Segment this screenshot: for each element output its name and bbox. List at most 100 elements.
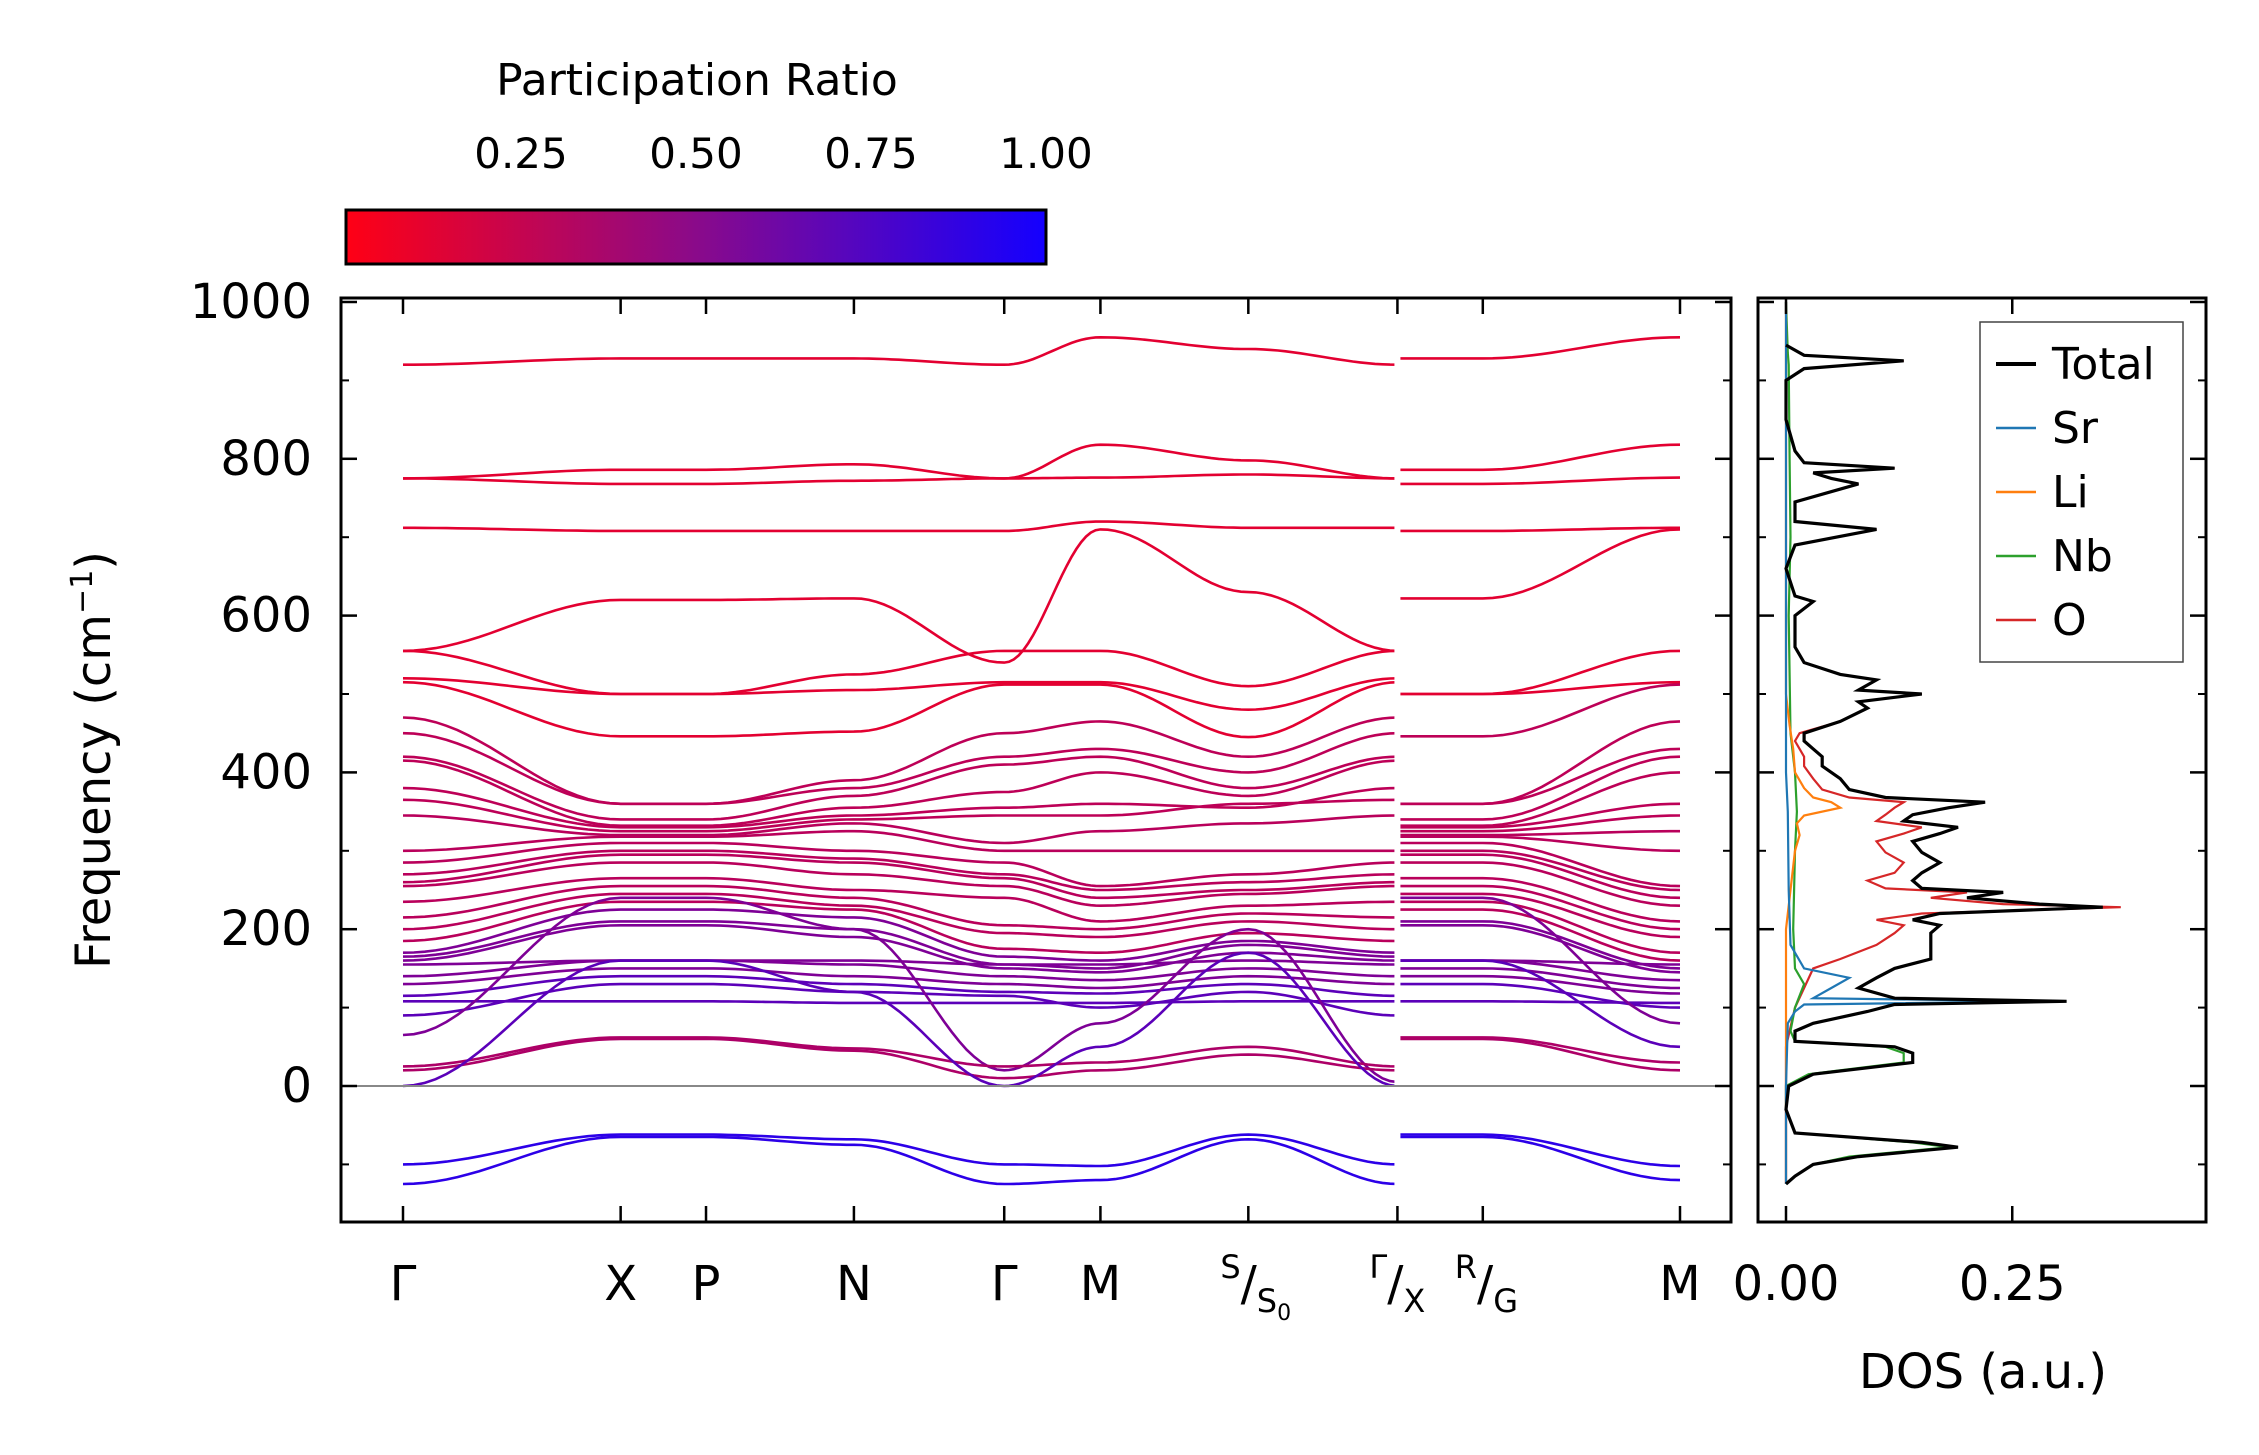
band-line-s1-25 <box>402 920 1398 970</box>
band-line-s2-14 <box>1397 829 1680 837</box>
x-tick-label-bottom: G <box>1493 1282 1518 1320</box>
band-line-s2-22 <box>1397 892 1681 939</box>
band-line-s2-10 <box>1397 755 1681 821</box>
x-tick-label-4: Γ <box>991 1256 1018 1312</box>
band-line-s1-10 <box>402 755 1398 821</box>
colorbar-tick-label: 0.50 <box>649 129 743 178</box>
band-line-s1-37 <box>402 1133 1398 1168</box>
band-line-s1-24 <box>402 908 1398 962</box>
band-line-s1-38 <box>402 1135 1398 1186</box>
band-line-s2-21 <box>1397 884 1681 931</box>
band-line-s2-32 <box>1397 982 1681 1009</box>
x-tick-label-slash: / <box>1477 1256 1494 1312</box>
x-tick-label-9: M <box>1659 1256 1700 1312</box>
band-y-axis: 0 200 400 600 800 1000 <box>190 274 1731 1166</box>
colorbar-tick-label: 0.25 <box>474 129 568 178</box>
y-tick-label: 1000 <box>190 274 312 330</box>
x-tick-label-slash: / <box>1387 1256 1404 1312</box>
y-tick-label: 0 <box>281 1058 312 1114</box>
colorbar: Participation Ratio 0.25 0.50 0.75 1.00 <box>344 55 1093 266</box>
band-line-s2-26 <box>1397 924 1681 974</box>
dos-x-tick-label: 0.25 <box>1959 1256 2066 1312</box>
band-line-s1-14 <box>402 814 1398 845</box>
band-line-s2-7 <box>1397 683 1681 738</box>
band-line-s1-17 <box>402 849 1398 892</box>
y-tick-label: 800 <box>220 431 312 487</box>
band-line-s1-36 <box>402 951 1398 1088</box>
band-line-s2-35 <box>1397 1037 1681 1072</box>
y-axis-label-unit-exponent: −1 <box>65 570 100 614</box>
band-line-s2-16 <box>1397 841 1681 888</box>
y-tick-label: 400 <box>220 744 312 800</box>
x-tick-label-subscript: 0 <box>1277 1301 1291 1326</box>
band-x-axis: Γ X P N Γ M S/S0Γ/XR/G M <box>390 298 1701 1326</box>
x-tick-label-3: N <box>836 1256 872 1312</box>
band-line-s1-1 <box>402 443 1398 480</box>
band-line-s2-25 <box>1397 920 1681 970</box>
dos-line-li <box>1784 302 1844 1184</box>
x-tick-label-1: X <box>604 1256 637 1312</box>
band-line-s1-29 <box>402 967 1398 990</box>
band-line-s1-12 <box>402 786 1398 829</box>
x-tick-label-top: Γ <box>1369 1248 1387 1286</box>
band-line-s2-9 <box>1397 747 1681 806</box>
band-line-s2-20 <box>1397 876 1681 923</box>
dos-lines <box>1784 301 2121 1186</box>
band-line-s1-8 <box>402 716 1398 806</box>
y-axis-label-close: ) <box>66 551 122 570</box>
x-tick-label-5: M <box>1080 1256 1121 1312</box>
band-line-s2-33 <box>1397 896 1681 1025</box>
y-tick-label: 200 <box>220 901 312 957</box>
y-axis-label-main: Frequency (cm <box>66 614 122 969</box>
x-tick-label-8: R/G <box>1455 1248 1518 1320</box>
colorbar-tick-label: 0.75 <box>824 129 918 178</box>
band-line-s2-0 <box>1397 336 1681 360</box>
band-line-s2-6 <box>1397 680 1681 696</box>
legend-label-sr: Sr <box>2052 403 2099 454</box>
band-line-s1-31 <box>403 1000 1398 1005</box>
band-line-s1-9 <box>402 731 1398 806</box>
band-line-s2-37 <box>1397 1133 1681 1168</box>
band-lines <box>402 300 1681 1220</box>
x-tick-label-top: R <box>1455 1248 1477 1286</box>
band-line-s2-29 <box>1397 967 1681 990</box>
band-line-s1-0 <box>403 335 1398 366</box>
legend-label-total: Total <box>2051 339 2155 390</box>
dos-line-nb <box>1784 301 1950 1185</box>
x-tick-label-0: Γ <box>390 1256 417 1312</box>
band-line-s2-13 <box>1397 814 1681 833</box>
band-line-s2-23 <box>1397 900 1681 954</box>
dos-panel: 0.00 0.25 DOS (a.u.) Total Sr Li Nb O <box>1733 296 2208 1400</box>
legend: Total Sr Li Nb O <box>1979 321 2184 663</box>
band-line-s1-7 <box>402 680 1398 739</box>
colorbar-ticks: 0.25 0.50 0.75 1.00 <box>474 129 1093 264</box>
x-tick-label-slash: / <box>1241 1256 1258 1312</box>
band-line-s2-38 <box>1397 1135 1681 1182</box>
band-line-s1-26 <box>402 924 1398 974</box>
legend-label-li: Li <box>2052 467 2089 518</box>
band-line-s1-4 <box>402 528 1398 664</box>
dos-axes-ticks: 0.00 0.25 <box>1733 298 2206 1312</box>
band-line-s1-21 <box>402 884 1398 931</box>
band-line-s1-3 <box>403 520 1398 533</box>
x-tick-label-2: P <box>692 1256 721 1312</box>
band-line-s1-32 <box>402 982 1398 1017</box>
legend-label-o: O <box>2052 595 2087 646</box>
x-tick-label-7: Γ/X <box>1369 1248 1425 1320</box>
band-line-s2-31 <box>1397 1000 1680 1005</box>
band-line-s2-36 <box>1397 959 1681 1049</box>
band-line-s1-6 <box>402 677 1398 712</box>
path-break <box>1394 300 1401 1220</box>
band-line-s1-2 <box>403 473 1398 486</box>
band-line-s1-11 <box>402 759 1398 827</box>
band-line-s2-2 <box>1397 476 1681 486</box>
colorbar-tick-label: 1.00 <box>999 129 1093 178</box>
band-line-s1-13 <box>402 798 1398 833</box>
band-line-s1-16 <box>402 841 1398 888</box>
band-line-s1-22 <box>402 892 1398 939</box>
dos-axes-frame <box>1756 296 2208 1224</box>
colorbar-label: Participation Ratio <box>496 55 898 106</box>
band-line-s1-33 <box>402 896 1398 1084</box>
